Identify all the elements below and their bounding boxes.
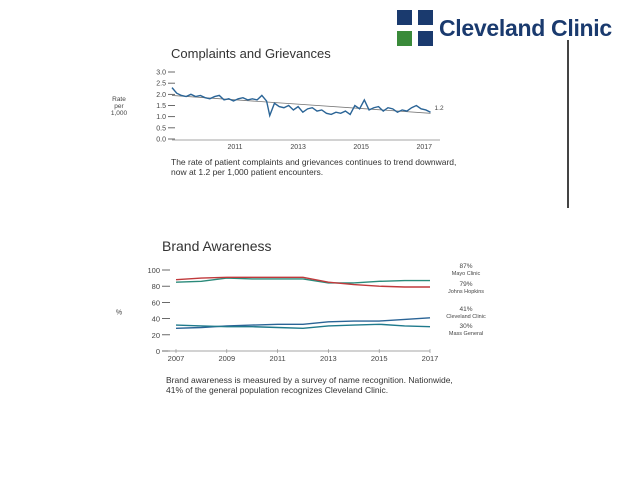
chart1-x-tick-label: 2017 [416,144,432,151]
chart2-x-tick-label: 2017 [422,354,439,363]
chart1-series-line [171,87,431,118]
chart2-series-name-label: Mayo Clinic [452,271,481,277]
logo-cross-bl [397,31,412,46]
chart2-series-name-label: Johns Hopkins [448,289,484,295]
chart1-x-tick-label: 2011 [228,144,243,151]
chart1-x-tick-label: 2015 [353,144,369,151]
chart1-y-axis-label: Rate per 1,000 [111,96,128,117]
logo-cross-tr [418,10,433,25]
brand-name: Cleveland Clinic [439,14,612,41]
chart2-x-tick-label: 2015 [371,354,388,363]
chart2-x-tick-label: 2011 [270,354,286,363]
chart2-caption: Brand awareness is measured by a survey … [166,375,453,395]
chart2-series-value-label: 41% [459,306,472,313]
chart1-title: Complaints and Grievances [171,46,331,61]
chart2-y-tick-label: 0 [156,347,160,356]
chart2-y-tick-label: 60 [152,298,160,307]
chart2-x-tick-label: 2013 [320,354,337,363]
chart2-y-tick-label: 40 [152,315,160,324]
chart2-y-tick-label: 100 [147,266,160,275]
chart2-series-value-label: 79% [459,281,472,288]
chart1-y-tick-label: 1.5 [156,103,166,110]
chart2-y-tick-label: 80 [152,282,160,291]
chart2-series-line-johns-hopkins [175,276,430,288]
chart2-y-axis-label: % [116,309,122,316]
vertical-divider [567,40,569,208]
logo-cross-tl [397,10,412,25]
chart1-y-tick-label: 0.0 [156,137,166,144]
chart1-x-tick-label: 2013 [290,144,306,151]
logo-cross-br [418,31,433,46]
chart2-series-line-cleveland-clinic [175,317,431,330]
chart2-series-line-mayo-clinic [175,277,430,284]
chart2-y-tick-label: 20 [152,331,160,340]
chart1-trendline [171,95,431,114]
chart2-title: Brand Awareness [162,238,272,254]
chart2-x-tick-label: 2009 [218,354,235,363]
chart1-y-tick-label: 2.5 [156,81,166,88]
chart1-y-tick-label: 1.0 [156,114,166,121]
chart2-x-tick-label: 2007 [168,354,185,363]
chart2-series-value-label: 87% [459,263,472,270]
brand-logo: Cleveland Clinic [397,10,637,46]
chart1-y-tick-label: 0.5 [156,125,166,132]
chart1-end-label: 1.2 [435,105,444,112]
chart2-series-name-label: Mass General [449,331,483,337]
cleveland-clinic-cross-logo-icon [397,10,433,46]
chart1-caption: The rate of patient complaints and griev… [171,157,457,177]
chart2-series-name-label: Cleveland Clinic [446,314,486,320]
chart2-series-value-label: 30% [459,323,472,330]
chart2-series-line-mass-general [175,323,431,330]
chart1-y-tick-label: 3.0 [156,70,166,77]
chart1-y-tick-label: 2.0 [156,92,166,99]
